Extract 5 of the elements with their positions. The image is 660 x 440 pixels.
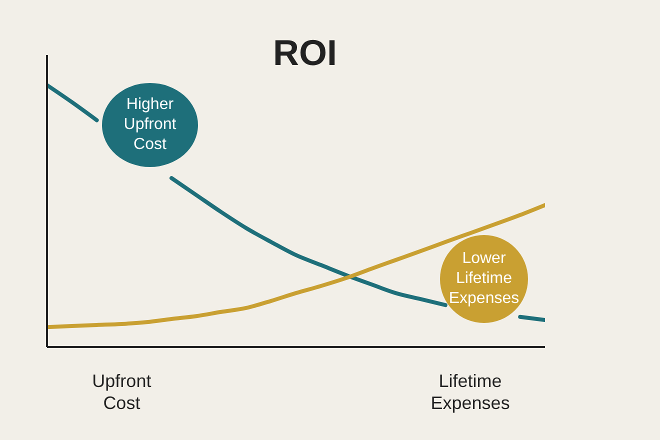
x-tick-label: Upfront Cost [92,371,152,413]
chart-title: ROI [272,32,338,74]
x-tick-label: Lifetime Expenses [430,371,510,413]
callout-circle: Lower Lifetime Expenses [440,235,528,323]
callout-circle: Higher Upfront Cost [102,83,198,167]
